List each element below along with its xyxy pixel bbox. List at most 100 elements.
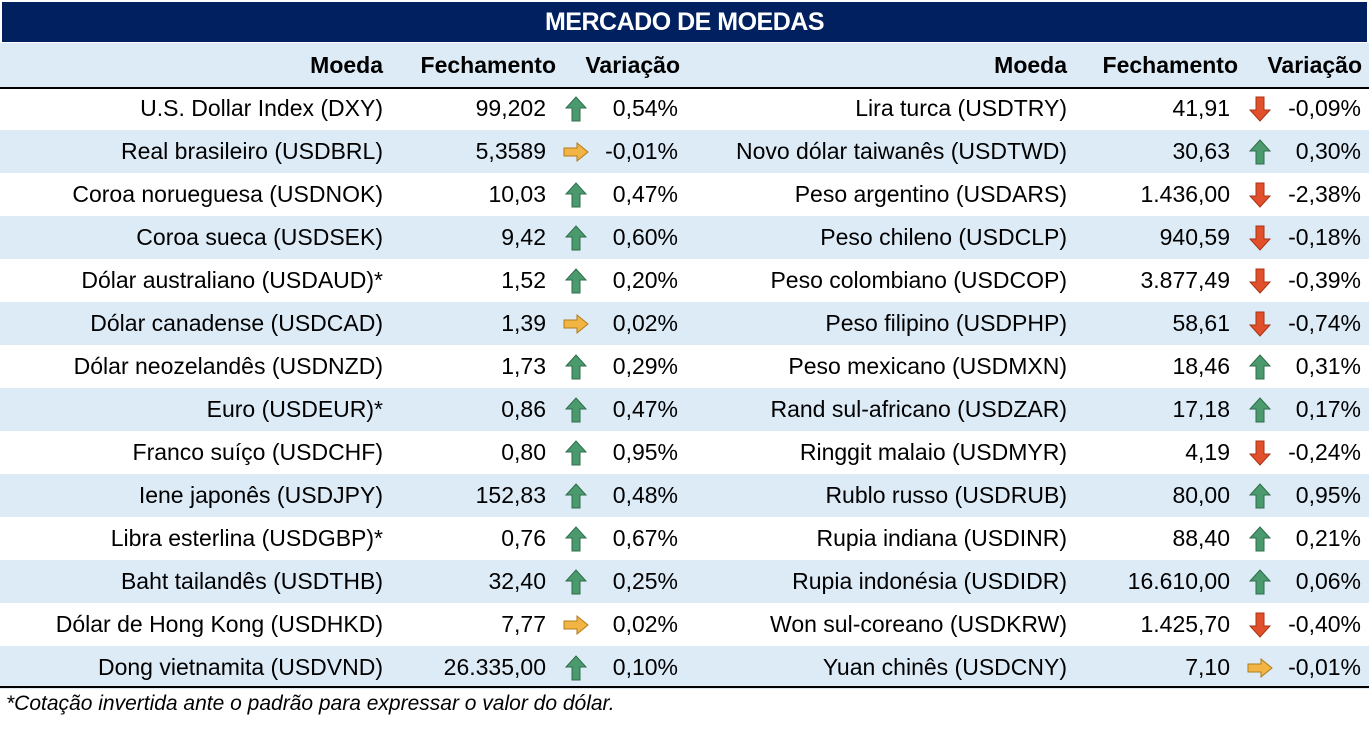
close-value: 7,10 — [1185, 654, 1230, 680]
close-value: 18,46 — [1172, 353, 1230, 379]
table-row: Franco suíço (USDCHF) 0,80 0,95% Ringgit ma… — [0, 431, 1369, 474]
trend-up-arrow-icon — [562, 646, 590, 689]
change-value: 0,95% — [612, 439, 678, 465]
table-row: Iene japonês (USDJPY) 152,83 0,48% Rublo ru… — [0, 474, 1369, 517]
change-value: 0,60% — [612, 224, 678, 250]
header-change-right: Variação — [1267, 51, 1362, 78]
close-value: 7,77 — [501, 611, 546, 637]
currency-name: U.S. Dollar Index (DXY) — [140, 95, 383, 121]
currency-name: Dólar australiano (USDAUD)* — [81, 267, 383, 293]
table-row: Coroa norueguesa (USDNOK) 10,03 0,47% Peso … — [0, 173, 1369, 216]
trend-up-arrow-icon — [1246, 474, 1274, 517]
trend-up-arrow-icon — [562, 173, 590, 216]
currency-name: Rand sul-africano (USDZAR) — [770, 396, 1067, 422]
currency-name: Real brasileiro (USDBRL) — [120, 138, 383, 164]
close-value: 17,18 — [1172, 396, 1230, 422]
close-value: 0,86 — [501, 396, 546, 422]
currency-name: Won sul-coreano (USDKRW) — [770, 611, 1067, 637]
close-value: 58,61 — [1172, 310, 1230, 336]
currency-name: Ringgit malaio (USDMYR) — [799, 439, 1067, 465]
currency-name: Iene japonês (USDJPY) — [138, 482, 383, 508]
close-value: 32,40 — [488, 568, 546, 594]
currency-name: Franco suíço (USDCHF) — [132, 439, 383, 465]
currency-name: Rupia indiana (USDINR) — [816, 525, 1067, 551]
currency-name: Dólar neozelandês (USDNZD) — [73, 353, 383, 379]
close-value: 1,39 — [501, 310, 546, 336]
close-value: 5,3589 — [475, 138, 546, 164]
trend-up-arrow-icon — [562, 474, 590, 517]
currency-name: Baht tailandês (USDTHB) — [120, 568, 383, 594]
trend-up-arrow-icon — [562, 560, 590, 603]
close-value: 1.436,00 — [1140, 181, 1230, 207]
close-value: 41,91 — [1172, 95, 1230, 121]
close-value: 0,80 — [501, 439, 546, 465]
table-row: Dólar canadense (USDCAD) 1,39 0,02% Peso fi… — [0, 302, 1369, 345]
close-value: 26.335,00 — [443, 654, 546, 680]
trend-down-arrow-icon — [1246, 216, 1274, 259]
close-value: 80,00 — [1172, 482, 1230, 508]
trend-up-arrow-icon — [1246, 517, 1274, 560]
change-value: -0,09% — [1288, 95, 1361, 121]
change-value: -0,40% — [1288, 611, 1361, 637]
table-row: Dong vietnamita (USDVND) 26.335,00 0,10% Yu… — [0, 646, 1369, 689]
trend-up-arrow-icon — [562, 345, 590, 388]
header-row: Moeda Fechamento Variação Moeda Fechamen… — [0, 43, 1369, 89]
trend-down-arrow-icon — [1246, 431, 1274, 474]
currency-name: Dólar de Hong Kong (USDHKD) — [55, 611, 383, 637]
table-row: Real brasileiro (USDBRL) 5,3589 -0,01% Novo… — [0, 130, 1369, 173]
close-value: 88,40 — [1172, 525, 1230, 551]
change-value: 0,17% — [1295, 396, 1361, 422]
currency-name: Novo dólar taiwanês (USDTWD) — [735, 138, 1067, 164]
currency-name: Coroa norueguesa (USDNOK) — [72, 181, 383, 207]
change-value: 0,67% — [612, 525, 678, 551]
close-value: 16.610,00 — [1127, 568, 1230, 594]
change-value: 0,21% — [1295, 525, 1361, 551]
header-currency-right: Moeda — [994, 51, 1067, 78]
close-value: 152,83 — [475, 482, 546, 508]
trend-up-arrow-icon — [1246, 130, 1274, 173]
trend-down-arrow-icon — [1246, 259, 1274, 302]
trend-flat-arrow-icon — [562, 603, 590, 646]
change-value: 0,25% — [612, 568, 678, 594]
trend-flat-arrow-icon — [562, 302, 590, 345]
header-close-left: Fechamento — [420, 51, 556, 78]
close-value: 4,19 — [1185, 439, 1230, 465]
currency-name: Peso argentino (USDARS) — [794, 181, 1067, 207]
change-value: 0,10% — [612, 654, 678, 680]
change-value: 0,48% — [612, 482, 678, 508]
currency-name: Dólar canadense (USDCAD) — [90, 310, 383, 336]
currency-name: Peso filipino (USDPHP) — [825, 310, 1067, 336]
trend-up-arrow-icon — [562, 216, 590, 259]
close-value: 940,59 — [1159, 224, 1230, 250]
change-value: -0,01% — [1288, 654, 1361, 680]
currency-name: Peso colombiano (USDCOP) — [770, 267, 1067, 293]
change-value: -0,74% — [1288, 310, 1361, 336]
trend-up-arrow-icon — [562, 517, 590, 560]
trend-up-arrow-icon — [562, 87, 590, 130]
close-value: 9,42 — [501, 224, 546, 250]
change-value: 0,47% — [612, 396, 678, 422]
trend-up-arrow-icon — [1246, 345, 1274, 388]
table-bottom-border — [0, 686, 1369, 688]
close-value: 99,202 — [475, 95, 546, 121]
change-value: -0,01% — [605, 138, 678, 164]
currency-name: Libra esterlina (USDGBP)* — [110, 525, 383, 551]
change-value: -2,38% — [1288, 181, 1361, 207]
currency-name: Peso chileno (USDCLP) — [820, 224, 1067, 250]
currency-name: Lira turca (USDTRY) — [855, 95, 1067, 121]
trend-up-arrow-icon — [1246, 388, 1274, 431]
table-row: Euro (USDEUR)* 0,86 0,47% Rand sul-africano… — [0, 388, 1369, 431]
trend-flat-arrow-icon — [562, 130, 590, 173]
trend-down-arrow-icon — [1246, 173, 1274, 216]
change-value: -0,39% — [1288, 267, 1361, 293]
change-value: 0,31% — [1295, 353, 1361, 379]
change-value: 0,02% — [612, 611, 678, 637]
currency-name: Rupia indonésia (USDIDR) — [792, 568, 1067, 594]
table-row: Dólar australiano (USDAUD)* 1,52 0,20% Peso… — [0, 259, 1369, 302]
currency-name: Yuan chinês (USDCNY) — [822, 654, 1067, 680]
currency-name: Rublo russo (USDRUB) — [825, 482, 1067, 508]
trend-up-arrow-icon — [1246, 560, 1274, 603]
close-value: 3.877,49 — [1140, 267, 1230, 293]
currency-name: Dong vietnamita (USDVND) — [97, 654, 383, 680]
trend-up-arrow-icon — [562, 431, 590, 474]
